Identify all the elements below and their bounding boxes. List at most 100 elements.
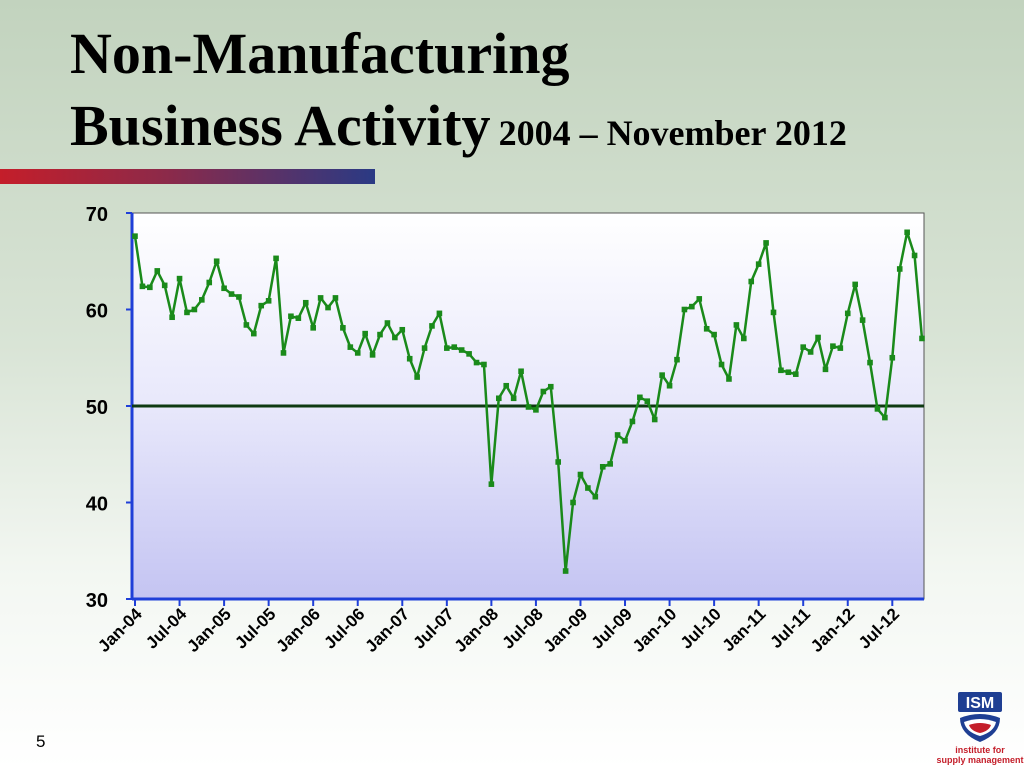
- x-tick-label: Jan-05: [183, 604, 235, 656]
- x-tick-label: Jul-09: [588, 604, 636, 652]
- data-point: [273, 255, 279, 262]
- data-point: [213, 258, 220, 265]
- data-point: [488, 481, 495, 487]
- x-tick-label: Jan-12: [807, 604, 859, 656]
- data-point: [637, 394, 643, 401]
- data-point: [206, 279, 213, 286]
- data-point: [815, 334, 821, 341]
- y-tick-label: 50: [86, 397, 108, 419]
- data-point: [822, 366, 829, 373]
- data-point: [585, 485, 591, 491]
- data-point: [406, 355, 413, 362]
- data-point: [629, 418, 636, 425]
- data-point: [421, 345, 428, 351]
- y-tick-label: 60: [86, 301, 108, 323]
- data-point: [778, 367, 784, 374]
- data-point: [354, 350, 361, 356]
- title-subtitle: 2004 – November 2012: [498, 113, 847, 153]
- data-point: [614, 432, 621, 438]
- data-point: [436, 310, 443, 317]
- data-point: [919, 335, 925, 342]
- data-point: [696, 296, 703, 302]
- data-point: [503, 382, 510, 389]
- data-point: [362, 330, 368, 337]
- data-point: [161, 282, 168, 289]
- data-point: [859, 317, 866, 323]
- data-point: [347, 344, 354, 350]
- data-point: [473, 359, 480, 366]
- x-tick-label: Jul-08: [499, 604, 547, 652]
- data-point: [458, 347, 465, 353]
- x-tick-label: Jan-08: [451, 604, 503, 656]
- data-point: [540, 388, 547, 395]
- data-point: [570, 499, 576, 506]
- data-point: [904, 229, 910, 236]
- data-point: [733, 322, 740, 328]
- x-tick-label: Jan-11: [719, 604, 770, 655]
- data-point: [199, 297, 205, 303]
- data-point: [644, 398, 651, 404]
- x-tick-label: Jan-10: [629, 604, 681, 656]
- data-point: [889, 354, 896, 361]
- data-point: [250, 330, 257, 337]
- data-point: [651, 416, 658, 423]
- data-point: [867, 359, 873, 366]
- data-point: [763, 240, 769, 246]
- data-point: [726, 376, 732, 382]
- data-point: [785, 369, 792, 376]
- logo-caption-1: institute for: [955, 745, 1005, 755]
- data-point: [325, 304, 331, 311]
- data-point: [681, 306, 688, 313]
- y-tick-label: 70: [86, 204, 108, 226]
- data-point: [466, 351, 472, 357]
- data-point: [176, 275, 183, 282]
- data-point: [659, 372, 665, 378]
- data-point: [755, 261, 762, 267]
- data-point: [236, 294, 242, 300]
- data-point: [147, 284, 153, 291]
- logo-text: ISM: [966, 695, 994, 712]
- data-point: [547, 383, 554, 390]
- data-point: [139, 283, 146, 290]
- x-tick-label: Jul-06: [320, 604, 368, 652]
- data-point: [748, 278, 755, 285]
- data-point: [792, 371, 799, 377]
- x-tick-label: Jan-06: [272, 604, 324, 656]
- data-point: [666, 382, 673, 389]
- data-point: [689, 303, 695, 310]
- data-point: [384, 320, 391, 326]
- data-point: [154, 268, 161, 274]
- data-point: [392, 334, 398, 341]
- data-point: [414, 374, 420, 380]
- data-point: [191, 306, 198, 313]
- x-tick-label: Jul-10: [677, 604, 725, 652]
- data-point: [741, 335, 747, 342]
- data-point: [510, 395, 517, 402]
- data-point: [599, 463, 606, 470]
- data-point: [369, 352, 376, 358]
- data-point: [496, 395, 502, 402]
- data-point: [703, 326, 710, 332]
- data-point: [280, 350, 287, 356]
- x-tick-label: Jan-09: [540, 604, 592, 656]
- data-point: [674, 356, 680, 363]
- x-tick-label: Jul-04: [142, 604, 191, 653]
- data-point: [302, 299, 309, 306]
- data-point: [882, 414, 888, 421]
- y-tick-label: 30: [86, 590, 108, 612]
- data-point: [525, 404, 532, 410]
- data-point: [288, 313, 294, 320]
- data-point: [228, 291, 235, 297]
- ism-logo: ISM institute for supply management: [936, 692, 1024, 765]
- x-tick-label: Jan-07: [362, 604, 414, 656]
- data-point: [592, 493, 599, 500]
- data-point: [555, 459, 561, 465]
- data-point: [481, 361, 487, 368]
- x-tick-label: Jul-05: [231, 604, 279, 652]
- data-point: [332, 295, 339, 301]
- title-divider-bar: [0, 169, 375, 184]
- data-point: [221, 285, 227, 292]
- data-point: [577, 471, 584, 478]
- title-line-1: Non-Manufacturing: [70, 21, 570, 86]
